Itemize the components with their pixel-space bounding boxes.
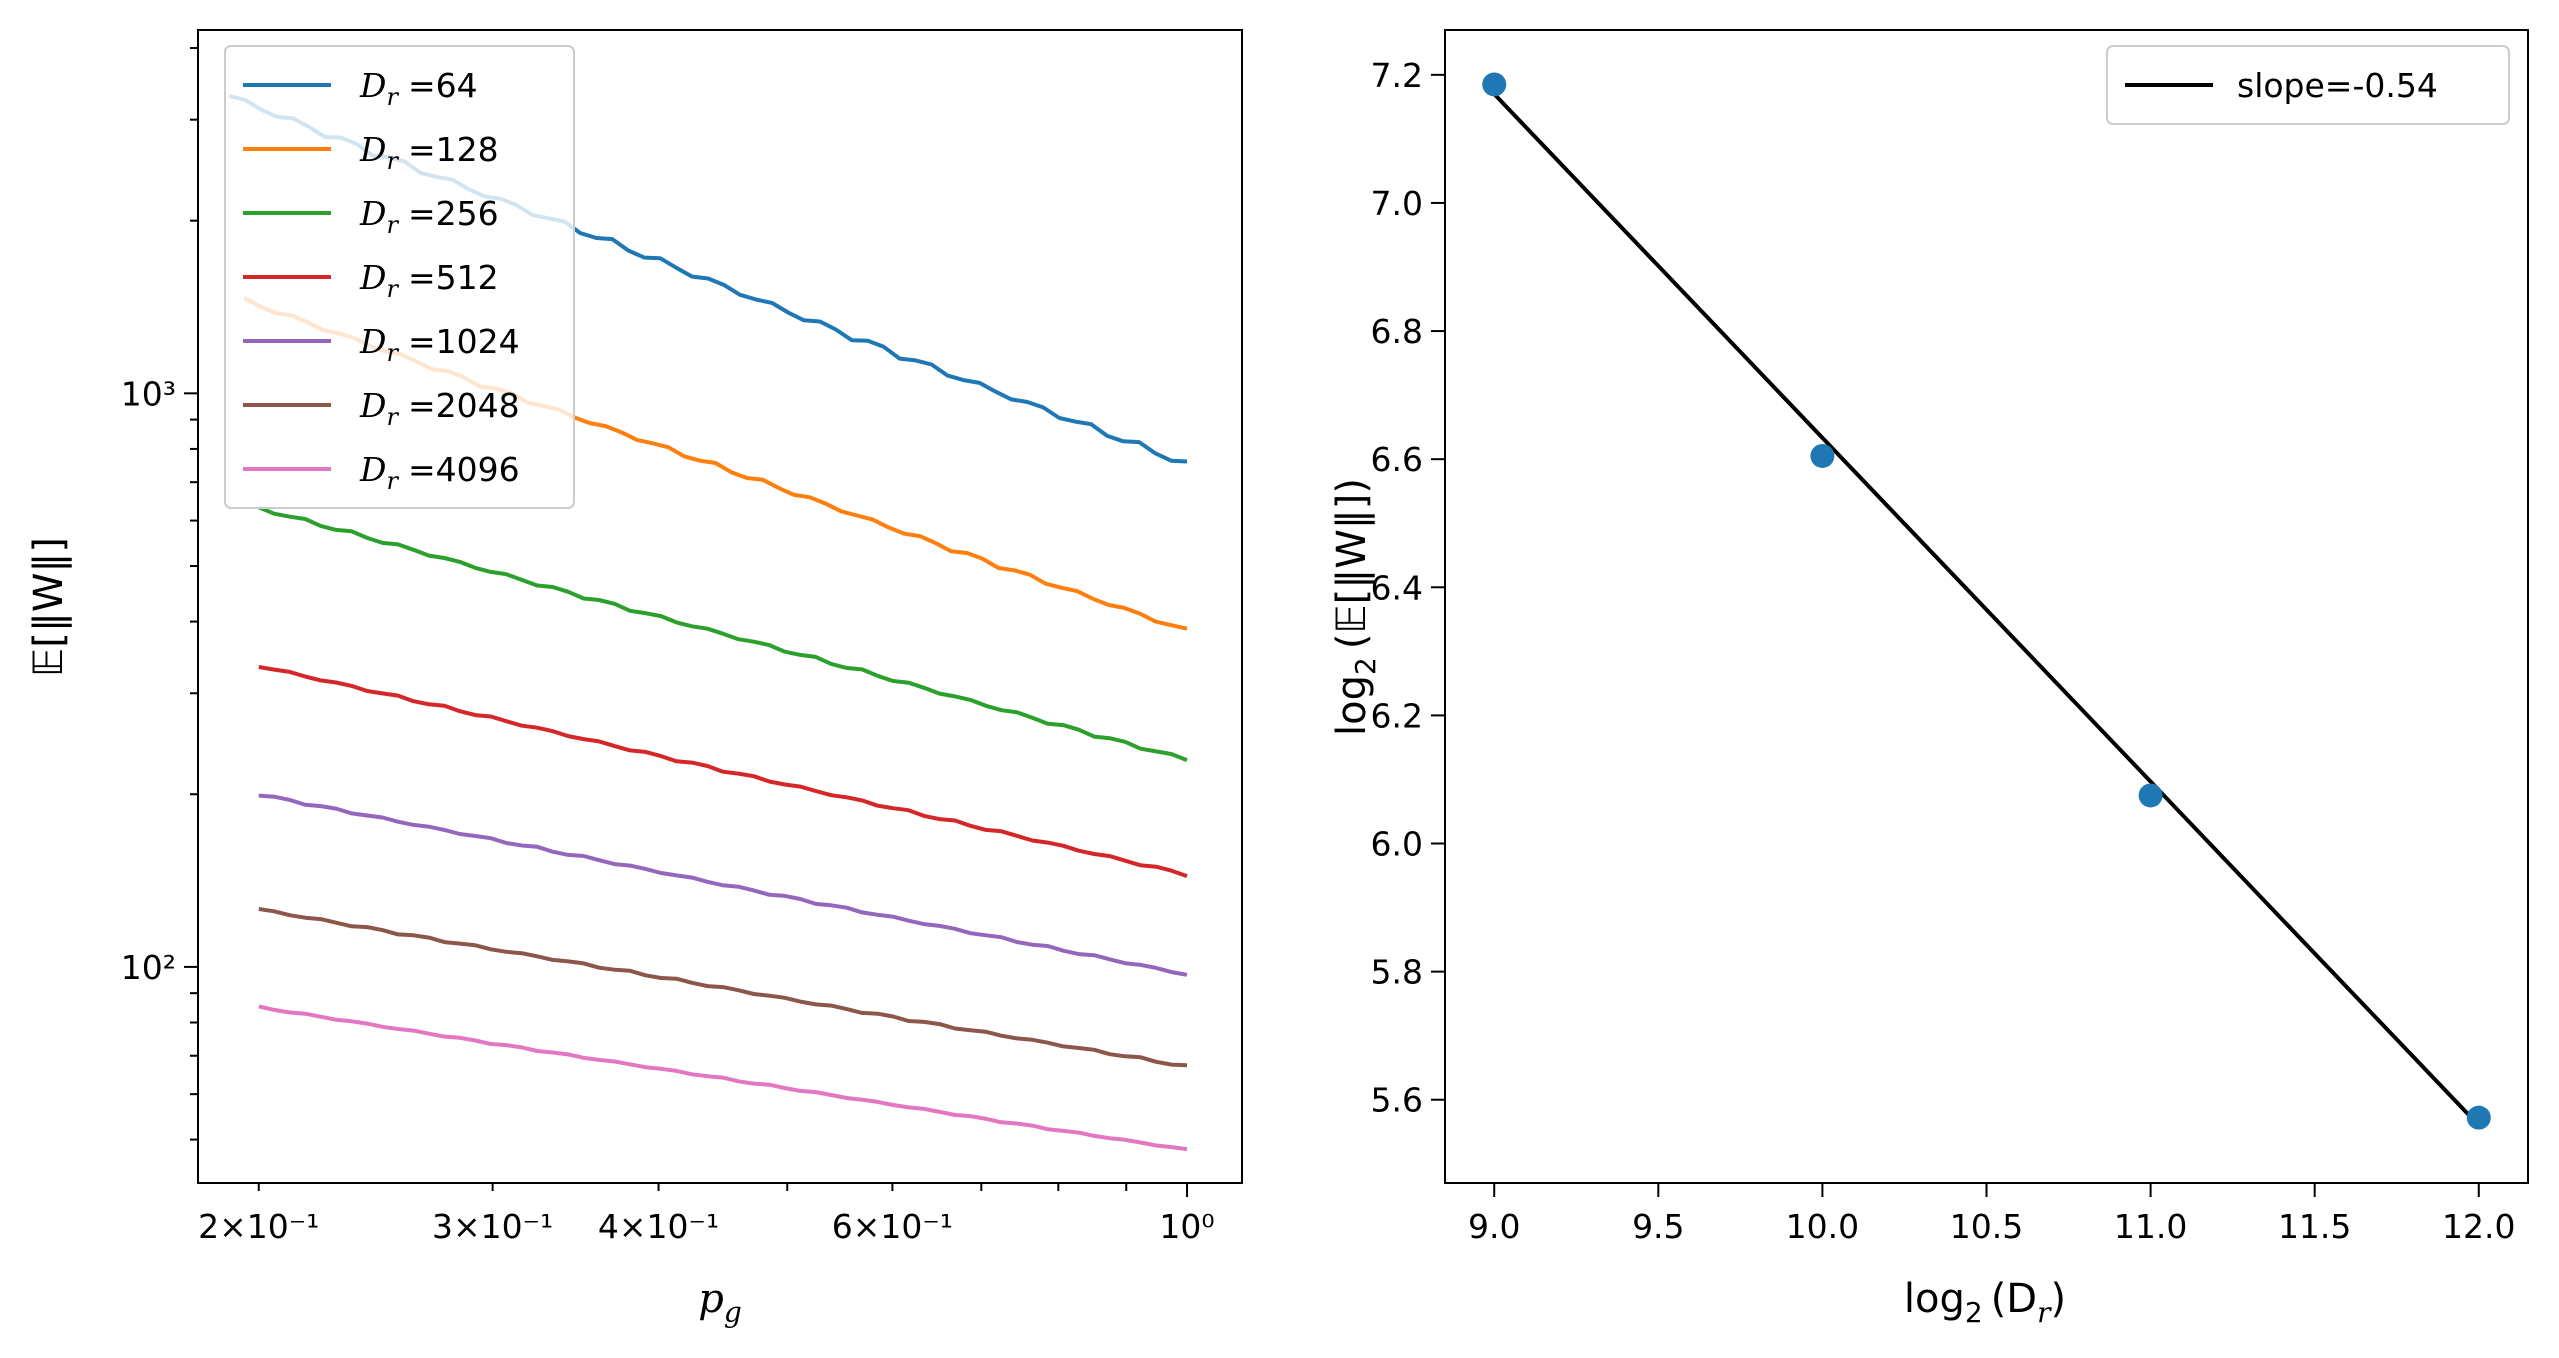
x-tick-label: 10.0 <box>1786 1207 1859 1246</box>
right-chart: 9.0 9.5 10.0 10.5 11.0 11.5 12.0 5.6 5.8 6.0 6.2 6… <box>1329 29 2529 1329</box>
x-tick-label: 9.0 <box>1468 1207 1520 1246</box>
y-tick-label: 7.2 <box>1371 56 1423 95</box>
y-tick-label: 5.6 <box>1371 1081 1423 1120</box>
left-y-ticks: 10² 10³ <box>121 374 198 987</box>
right-x-ticks: 9.0 9.5 10.0 10.5 11.0 11.5 12.0 <box>1468 1183 2516 1246</box>
y-tick-label: 6.2 <box>1371 696 1423 735</box>
scatter-points <box>1482 72 2491 1130</box>
right-legend-label: slope=-0.54 <box>2237 66 2438 105</box>
x-tick-label: 10.5 <box>1950 1207 2023 1246</box>
legend-label: Dr =4096 <box>359 450 520 495</box>
x-tick-label: 12.0 <box>2442 1207 2515 1246</box>
fit-line <box>1492 92 2481 1127</box>
legend-label: Dr =2048 <box>359 386 520 431</box>
x-tick-label: 11.0 <box>2114 1207 2187 1246</box>
x-tick-label: 4×10⁻¹ <box>598 1207 719 1246</box>
x-tick-label: 10⁰ <box>1159 1207 1214 1246</box>
y-tick-label: 6.0 <box>1371 825 1423 864</box>
y-tick-label: 5.8 <box>1371 953 1423 992</box>
y-tick-label: 6.8 <box>1371 312 1423 351</box>
legend-label: Dr =512 <box>359 258 499 303</box>
y-tick-label: 6.4 <box>1371 568 1423 607</box>
x-tick-label: 6×10⁻¹ <box>832 1207 953 1246</box>
x-tick-label: 11.5 <box>2278 1207 2351 1246</box>
series-line-512 <box>258 665 1188 878</box>
series-line-2048 <box>258 907 1188 1068</box>
left-legend-box <box>224 45 575 509</box>
data-point <box>2138 783 2163 808</box>
right-legend: slope=-0.54 <box>2106 45 2510 125</box>
left-x-axis-label: pg <box>698 1276 742 1329</box>
left-legend: Dr =64 Dr =128 Dr =256 Dr =512 Dr =1024 Dr =2048 Dr =… <box>224 45 575 509</box>
right-x-axis-label: log2 (Dr) <box>1904 1276 2066 1329</box>
series-line-4096 <box>258 1004 1188 1152</box>
left-axes-frame <box>197 29 1243 1184</box>
right-y-axis-label: log2(𝔼[‖W‖]) <box>1329 478 1382 736</box>
legend-label: Dr =128 <box>359 130 499 175</box>
right-legend-box <box>2106 45 2510 125</box>
x-tick-label: 9.5 <box>1632 1207 1684 1246</box>
x-tick-label: 3×10⁻¹ <box>432 1207 553 1246</box>
data-point <box>1810 443 1835 468</box>
data-point <box>1482 72 1507 97</box>
x-tick-label: 2×10⁻¹ <box>198 1207 319 1246</box>
series-line-256 <box>258 505 1188 763</box>
right-y-ticks: 5.6 5.8 6.0 6.2 6.4 6.6 6.8 7.0 7.2 <box>1371 56 1445 1120</box>
y-tick-label: 6.6 <box>1371 440 1423 479</box>
left-chart: 2×10⁻¹ 3×10⁻¹ 4×10⁻¹ 6×10⁻¹ 10⁰ 10² 10³ pg 𝔼[… <box>26 29 1243 1329</box>
left-y-axis-label: 𝔼[‖W‖] <box>26 537 72 677</box>
data-point <box>2466 1105 2491 1130</box>
series-line-1024 <box>258 793 1188 977</box>
left-minor-ticks <box>190 47 1128 1191</box>
legend-label: Dr =64 <box>359 66 478 111</box>
legend-label: Dr =256 <box>359 194 499 239</box>
y-tick-label: 10³ <box>121 374 176 413</box>
y-tick-label: 10² <box>121 948 176 987</box>
y-tick-label: 7.0 <box>1371 184 1423 223</box>
legend-label: Dr =1024 <box>359 322 520 367</box>
left-x-ticks: 2×10⁻¹ 3×10⁻¹ 4×10⁻¹ 6×10⁻¹ 10⁰ <box>198 1183 1215 1246</box>
